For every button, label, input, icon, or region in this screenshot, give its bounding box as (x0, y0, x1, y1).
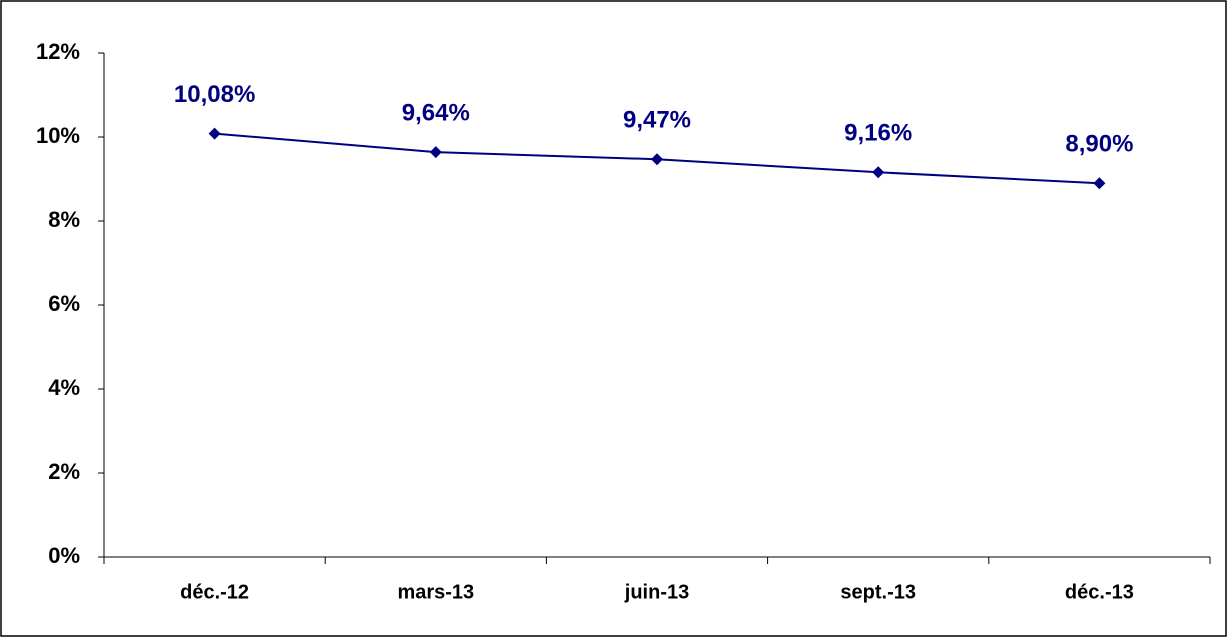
y-tick-label: 10% (36, 123, 80, 148)
x-tick-label: juin-13 (624, 581, 689, 603)
marker (429, 146, 442, 159)
x-tick-label: mars-13 (397, 581, 474, 603)
x-tick-label: déc.-13 (1065, 581, 1134, 603)
y-tick-label: 8% (48, 207, 80, 232)
data-label: 8,90% (1065, 131, 1133, 158)
marker (1093, 177, 1106, 190)
marker (872, 166, 885, 179)
marker (208, 127, 221, 140)
y-tick-label: 6% (48, 291, 80, 316)
data-label: 10,08% (174, 81, 255, 108)
y-tick-label: 0% (48, 543, 80, 568)
marker (651, 153, 663, 166)
y-tick-label: 2% (48, 459, 80, 484)
y-tick-label: 4% (48, 375, 80, 400)
x-tick-label: sept.-13 (840, 581, 916, 603)
data-label: 9,16% (844, 120, 912, 147)
data-label: 9,47% (623, 107, 691, 134)
x-tick-label: déc.-12 (180, 581, 249, 603)
y-tick-label: 12% (36, 39, 80, 64)
data-label: 9,64% (402, 99, 470, 126)
